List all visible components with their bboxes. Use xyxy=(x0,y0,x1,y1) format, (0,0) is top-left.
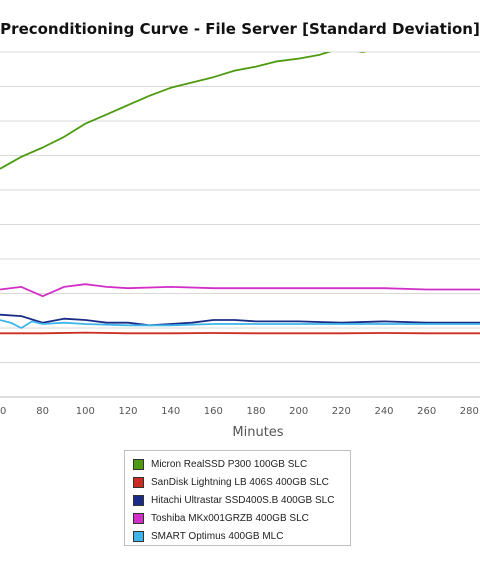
series-line xyxy=(0,313,480,327)
x-axis-title: Minutes xyxy=(232,425,283,440)
legend-item: SMART Optimus 400GB MLC xyxy=(133,527,350,545)
legend-swatch xyxy=(133,494,144,506)
legend-label: Toshiba MKx001GRZB 400GB SLC xyxy=(151,512,309,524)
x-tick-label: 160 xyxy=(204,406,223,417)
x-tick-label: 140 xyxy=(161,406,180,417)
x-tick-label: 80 xyxy=(36,406,49,417)
legend-swatch xyxy=(133,458,144,470)
x-tick-label: 200 xyxy=(289,406,308,417)
x-tick-label: 100 xyxy=(76,406,95,417)
legend-label: SanDisk Lightning LB 406S 400GB SLC xyxy=(151,476,329,488)
chart-title: Preconditioning Curve - File Server [Sta… xyxy=(0,20,480,38)
chart-legend: Micron RealSSD P300 100GB SLC SanDisk Lig… xyxy=(124,450,351,546)
legend-item: SanDisk Lightning LB 406S 400GB SLC xyxy=(133,473,350,491)
legend-swatch xyxy=(133,476,144,488)
legend-item: Hitachi Ultrastar SSD400S.B 400GB SLC xyxy=(133,491,350,509)
x-tick-label: 120 xyxy=(118,406,137,417)
legend-label: Hitachi Ultrastar SSD400S.B 400GB SLC xyxy=(151,494,335,506)
series-line xyxy=(0,52,367,170)
legend-item: Micron RealSSD P300 100GB SLC xyxy=(133,455,350,473)
x-tick-label: 260 xyxy=(417,406,436,417)
series-line xyxy=(0,331,480,335)
legend-item: Toshiba MKx001GRZB 400GB SLC xyxy=(133,509,350,527)
legend-label: SMART Optimus 400GB MLC xyxy=(151,530,284,542)
series-line xyxy=(0,283,480,298)
x-tick-label: 280 xyxy=(460,406,479,417)
x-tick-label: 60 xyxy=(0,406,6,417)
legend-swatch xyxy=(133,530,144,542)
legend-label: Micron RealSSD P300 100GB SLC xyxy=(151,458,308,470)
series-line xyxy=(0,319,480,329)
x-tick-label: 240 xyxy=(374,406,393,417)
legend-swatch xyxy=(133,512,144,524)
x-tick-label: 180 xyxy=(246,406,265,417)
x-tick-label: 220 xyxy=(332,406,351,417)
